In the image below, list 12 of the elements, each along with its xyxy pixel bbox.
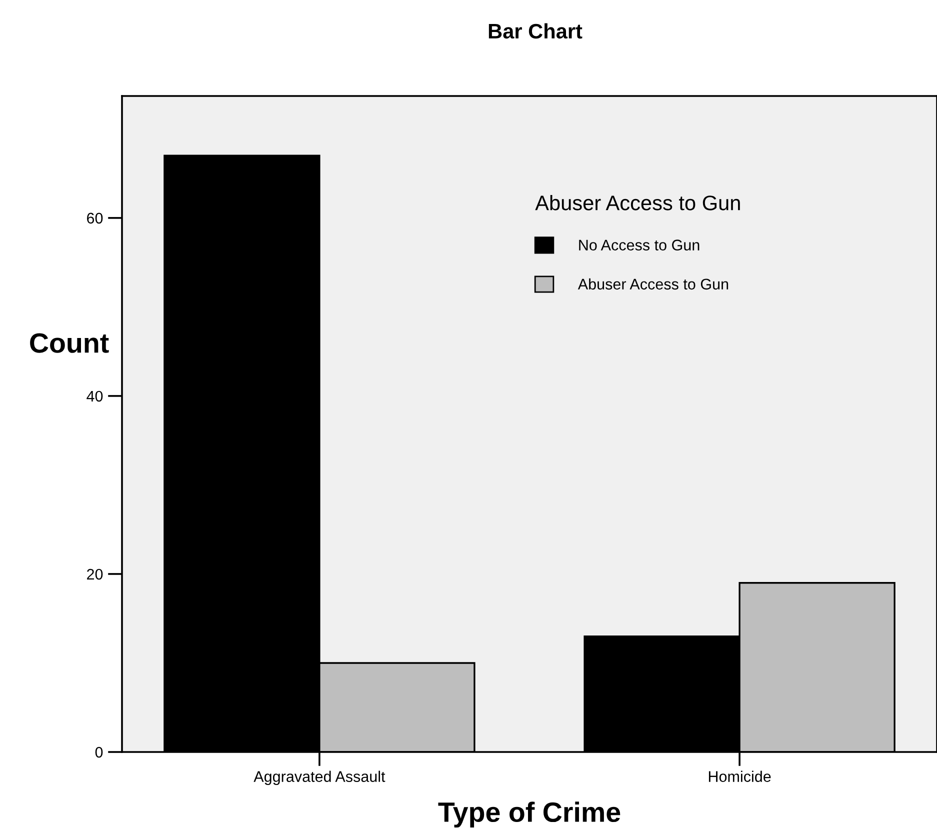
y-axis-title: Count	[30, 333, 109, 353]
chart-title: Bar Chart	[488, 23, 582, 39]
y-tick-label: 60	[87, 212, 103, 224]
x-tick-label: Homicide	[708, 770, 771, 782]
x-tick-label: Aggravated Assault	[254, 770, 386, 785]
y-tick-label: 0	[95, 746, 103, 758]
legend-title: Abuser Access to Gun	[535, 195, 740, 210]
legend-label: No Access to Gun	[579, 240, 700, 251]
legend-label: Abuser Access to Gun	[578, 278, 728, 290]
y-tick-label: 20	[87, 568, 103, 580]
y-tick-label: 40	[86, 390, 103, 402]
x-axis-title: Type of Crime	[438, 802, 620, 828]
